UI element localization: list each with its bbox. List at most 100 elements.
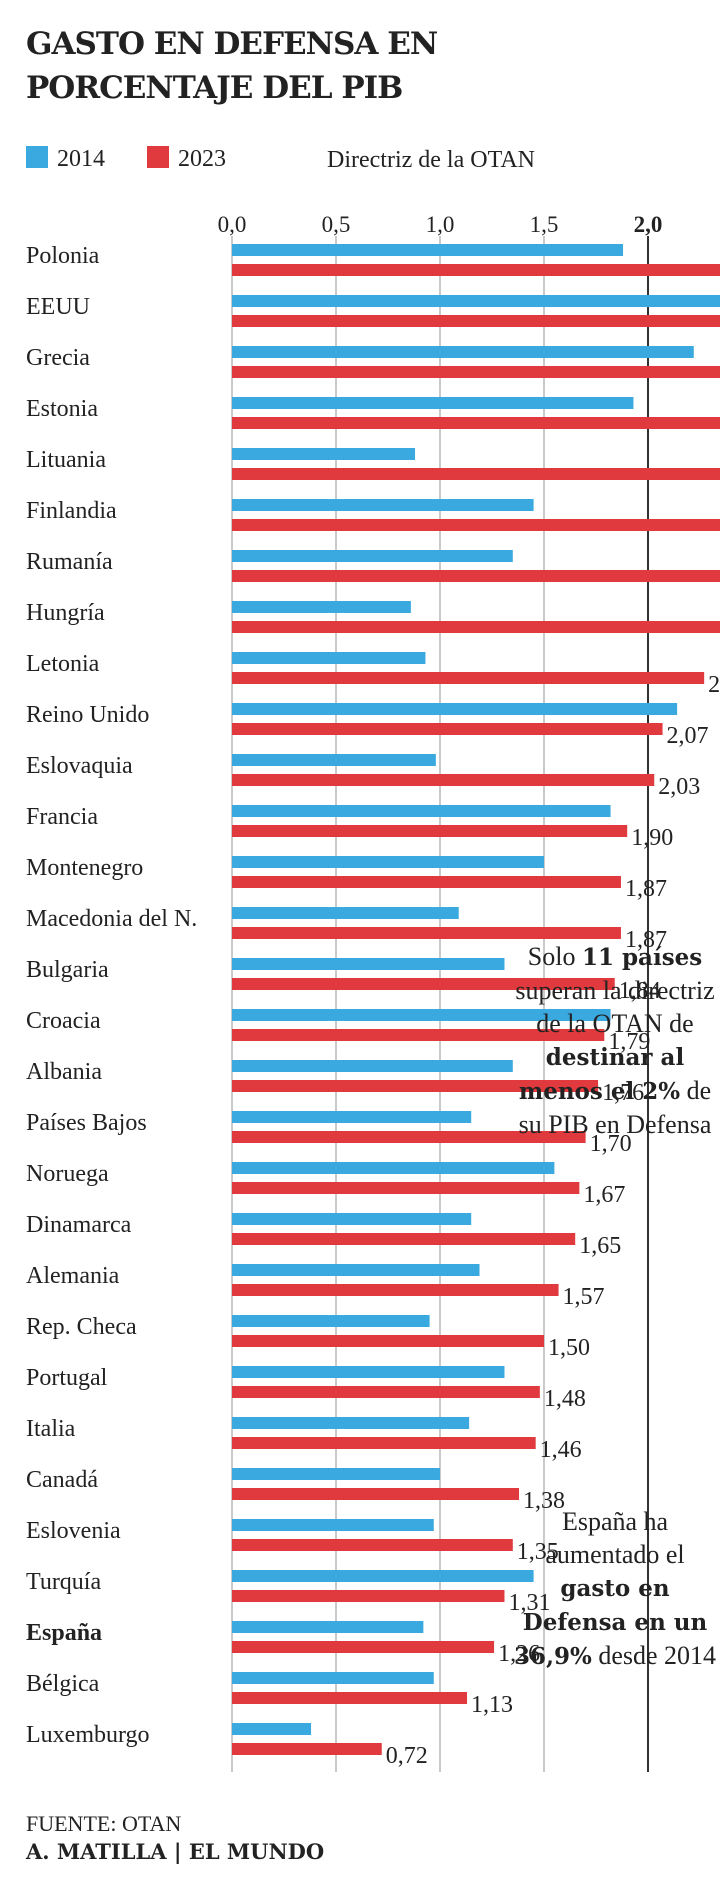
bar-2023-5 [232, 519, 720, 531]
note2-a: España ha aumentado el [545, 1507, 685, 1569]
bar-2023-4 [232, 468, 720, 480]
bar-2014-25 [232, 1519, 434, 1531]
value-label-20: 1,57 [563, 1284, 605, 1310]
bar-chart: 2014 2023 Directriz de la OTAN 0,0 0,5 1,0 1… [26, 146, 720, 1772]
bar-2014-22 [232, 1366, 505, 1378]
legend-swatch-2014 [26, 146, 48, 168]
bar-2023-8 [232, 672, 705, 684]
bar-2014-13 [232, 907, 459, 919]
value-label-28: 1,13 [471, 1692, 513, 1718]
category-label-23: Italia [26, 1416, 76, 1442]
category-label-21: Rep. Checa [26, 1314, 137, 1340]
bar-2014-16 [232, 1060, 513, 1072]
category-label-14: Bulgaria [26, 957, 109, 983]
category-label-4: Lituania [26, 447, 106, 473]
bars [232, 244, 720, 1755]
value-label-14: 1,84 [619, 978, 661, 1004]
bar-2014-9 [232, 703, 678, 715]
bar-2023-23 [232, 1437, 536, 1449]
bar-2014-23 [232, 1417, 470, 1429]
bar-2014-14 [232, 958, 505, 970]
note-spain: España ha aumentado el gasto en Defensa … [510, 1505, 720, 1673]
bar-2014-4 [232, 448, 416, 460]
category-label-22: Portugal [26, 1365, 108, 1391]
bar-2023-6 [232, 570, 720, 582]
bar-2014-8 [232, 652, 426, 664]
bar-2023-26 [232, 1590, 505, 1602]
chart-title-line-1: GASTO EN DEFENSA EN [26, 26, 438, 62]
note1-e: de su PIB en Defensa [518, 1076, 712, 1139]
bar-2014-10 [232, 754, 436, 766]
bar-2014-15 [232, 1009, 611, 1021]
bar-2014-6 [232, 550, 513, 562]
tick-0,5: 0,5 [322, 212, 351, 237]
bar-2023-0 [232, 264, 720, 276]
value-label-16: 1,76 [602, 1080, 644, 1106]
category-label-27: España [26, 1620, 102, 1646]
value-label-18: 1,67 [583, 1182, 625, 1208]
category-label-29: Luxemburgo [26, 1722, 150, 1748]
bar-2023-13 [232, 927, 621, 939]
bar-2014-2 [232, 346, 694, 358]
note-eleven-countries: Solo 11 países superan la directriz de l… [510, 940, 720, 1141]
category-label-18: Noruega [26, 1161, 109, 1187]
bar-2014-26 [232, 1570, 534, 1582]
value-label-23: 1,46 [540, 1437, 582, 1463]
category-label-16: Albania [26, 1059, 102, 1085]
bar-2023-9 [232, 723, 663, 735]
value-label-27: 1,26 [498, 1641, 540, 1667]
category-label-0: Polonia [26, 243, 100, 269]
bar-2023-25 [232, 1539, 513, 1551]
category-label-9: Reino Unido [26, 702, 149, 728]
bar-2014-18 [232, 1162, 555, 1174]
value-label-19: 1,65 [579, 1233, 621, 1259]
bar-2023-15 [232, 1029, 605, 1041]
category-label-7: Hungría [26, 600, 105, 626]
bar-2023-17 [232, 1131, 586, 1143]
bar-2023-19 [232, 1233, 576, 1245]
bar-2014-7 [232, 601, 411, 613]
note2-c: desde 2014 [591, 1641, 717, 1670]
category-label-5: Finlandia [26, 498, 117, 524]
category-label-6: Rumanía [26, 549, 113, 575]
bar-2023-20 [232, 1284, 559, 1296]
category-label-2: Grecia [26, 345, 90, 371]
category-label-1: EEUU [26, 294, 90, 320]
legend-swatch-2023 [147, 146, 169, 168]
bar-2014-29 [232, 1723, 312, 1735]
legend-label-2023: 2023 [178, 146, 226, 172]
category-labels: Polonia EEUU Grecia Estonia Lituania Finlandi… [26, 243, 197, 1748]
bar-2014-11 [232, 805, 611, 817]
bar-2023-18 [232, 1182, 580, 1194]
category-label-8: Letonia [26, 651, 100, 677]
legend: 2014 2023 [26, 146, 226, 172]
bar-2014-3 [232, 397, 634, 409]
tick-0,0: 0,0 [218, 212, 247, 237]
bar-2014-21 [232, 1315, 430, 1327]
category-label-26: Turquía [26, 1569, 101, 1595]
tick-2,0: 2,0 [634, 212, 663, 237]
chart-title-line-2: PORCENTAJE DEL PIB [26, 70, 403, 106]
category-label-25: Eslovenia [26, 1518, 121, 1544]
bar-2023-29 [232, 1743, 382, 1755]
value-label-24: 1,38 [523, 1488, 565, 1514]
bar-2023-3 [232, 417, 720, 429]
note1-d: destinar al menos el 2% [518, 1044, 685, 1105]
gridlines [231, 236, 649, 1772]
bar-2014-17 [232, 1111, 472, 1123]
category-label-24: Canadá [26, 1467, 98, 1493]
category-label-11: Francia [26, 804, 98, 830]
category-label-12: Montenegro [26, 855, 143, 881]
note2-b: gasto en Defensa en un 36,9% [513, 1575, 708, 1670]
value-labels: 3,903,493,012,732,542,452,442,432,272,07… [386, 672, 720, 1769]
value-label-29: 0,72 [386, 1743, 428, 1769]
legend-label-2014: 2014 [57, 146, 105, 172]
value-label-12: 1,87 [625, 876, 667, 902]
bar-2014-0 [232, 244, 624, 256]
category-label-20: Alemania [26, 1263, 120, 1289]
value-label-15: 1,79 [608, 1029, 650, 1055]
category-label-15: Croacia [26, 1008, 101, 1034]
bar-2023-28 [232, 1692, 468, 1704]
bar-2014-12 [232, 856, 544, 868]
note1-c: superan la directriz de la OTAN de [515, 976, 715, 1038]
